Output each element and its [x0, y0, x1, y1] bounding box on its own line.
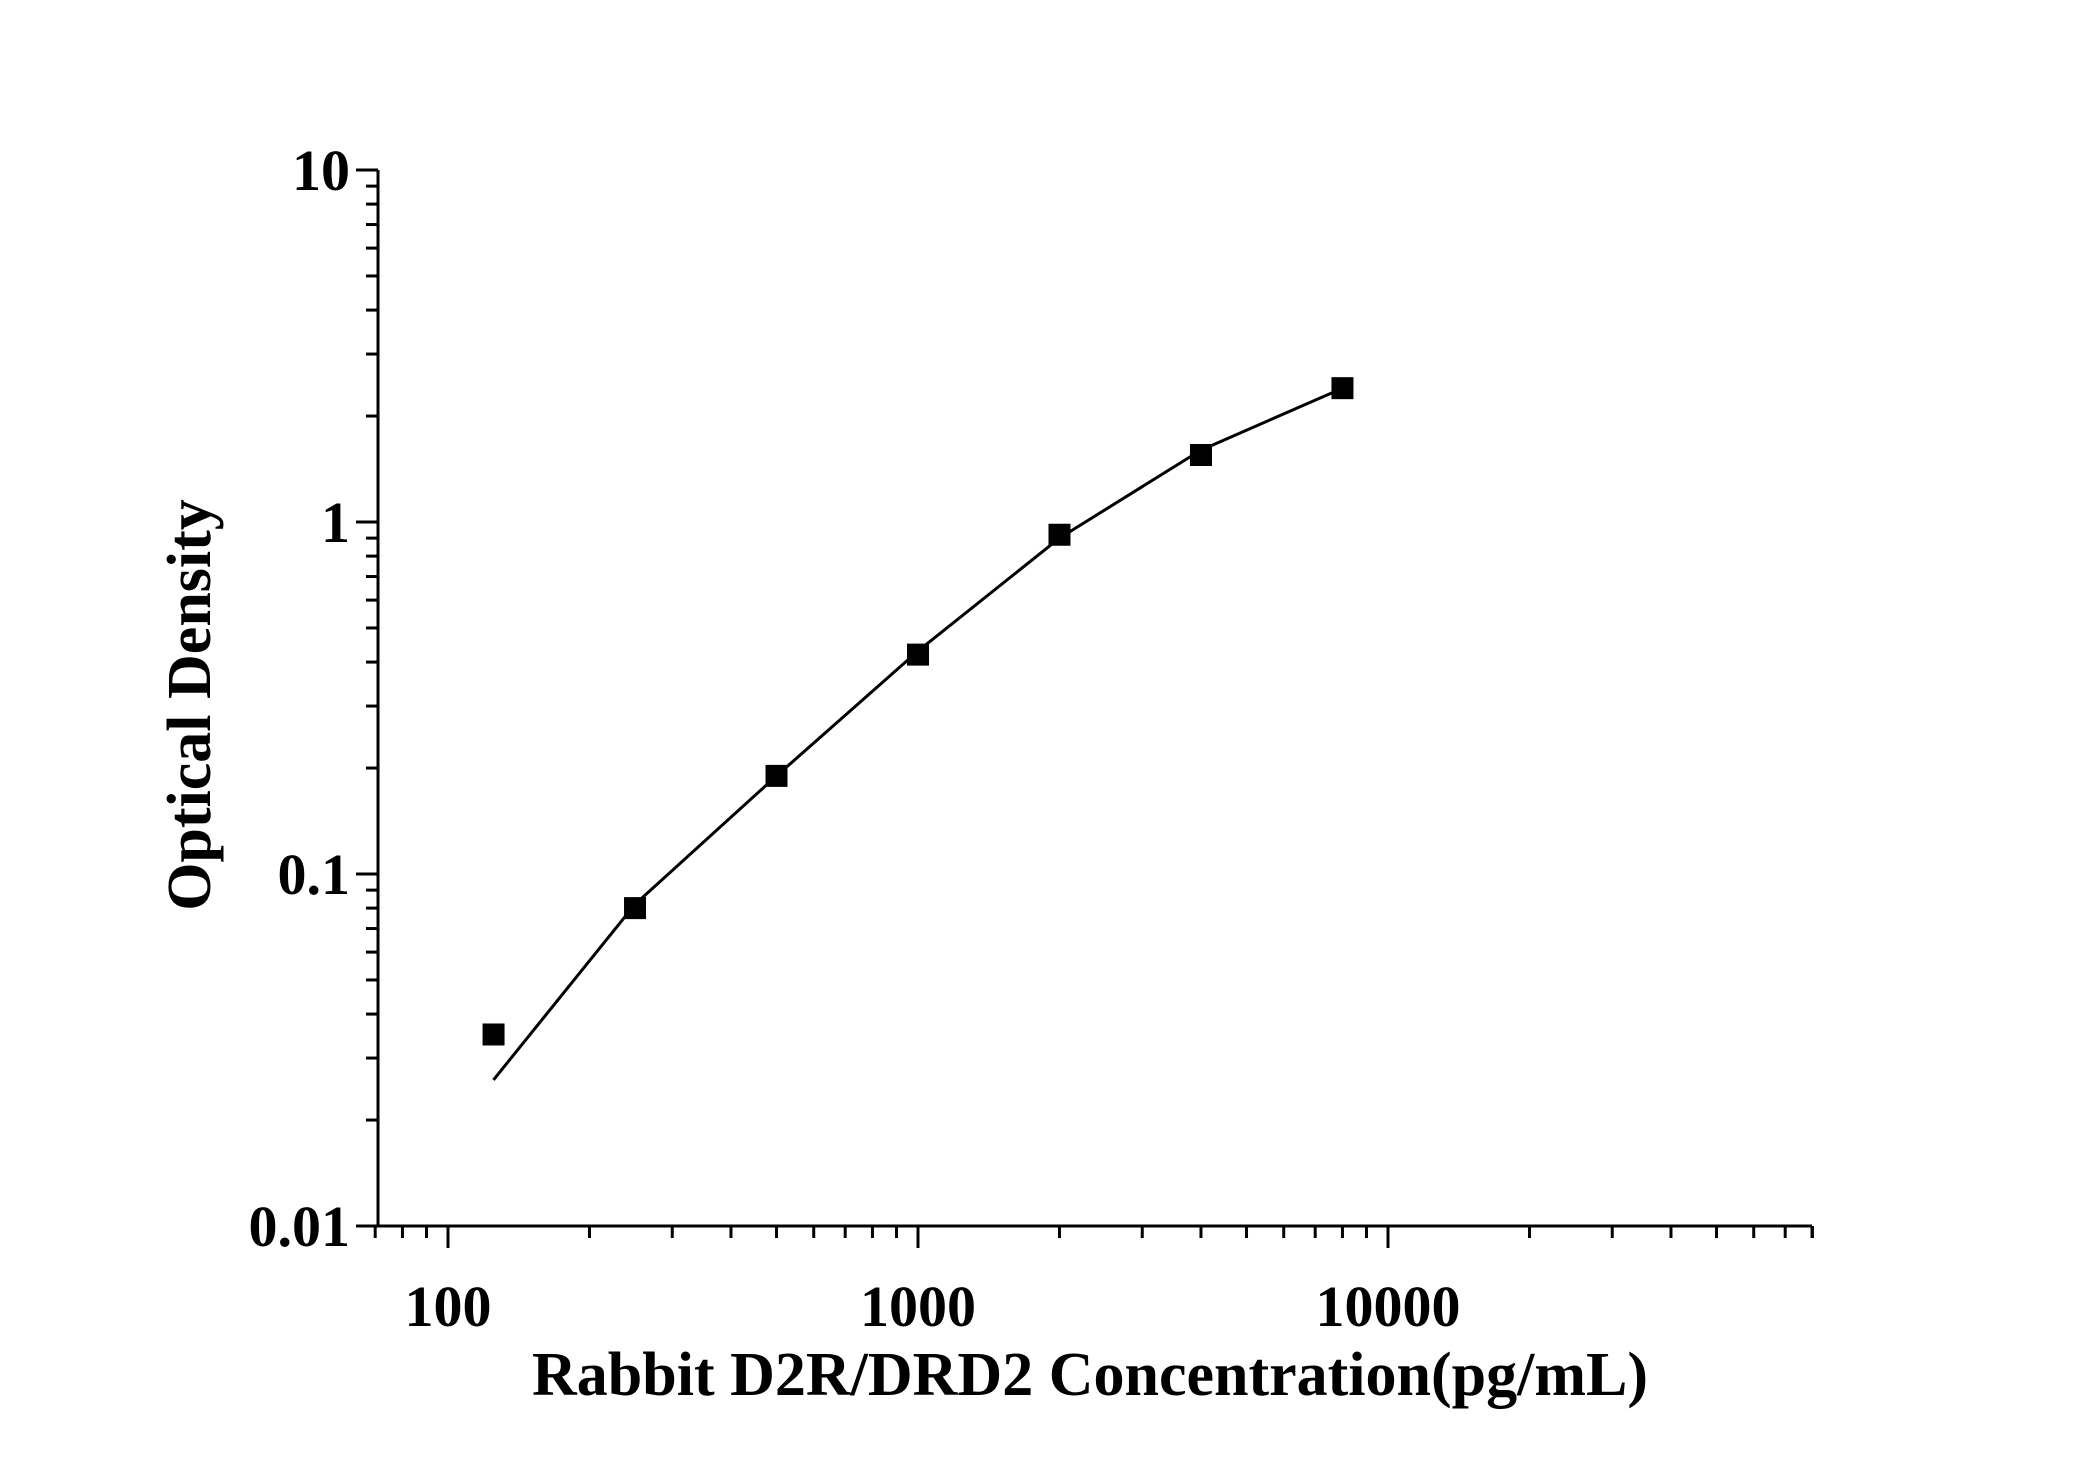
- data-point: [624, 897, 647, 920]
- x-tick-label: 10000: [1316, 1274, 1461, 1339]
- data-points-layer: [482, 377, 1354, 1046]
- y-tick-label: 0.01: [249, 1194, 351, 1259]
- y-axis-ticks: [356, 168, 378, 1228]
- data-point: [1331, 377, 1354, 400]
- y-tick-label: 10: [292, 138, 350, 203]
- x-tick-label: 100: [405, 1274, 492, 1339]
- y-tick-label: 1: [321, 490, 350, 555]
- x-axis-ticks: [373, 1226, 1814, 1248]
- x-tick-label: 1000: [860, 1274, 976, 1339]
- data-point: [482, 1023, 505, 1046]
- y-axis-tick-labels: 0.01 0.1 1 10: [249, 138, 351, 1259]
- data-point: [1048, 523, 1071, 546]
- plot-axes: [376, 170, 1812, 1228]
- data-point: [1189, 444, 1212, 467]
- y-tick-label: 0.1: [278, 842, 351, 907]
- x-axis-tick-labels: 100 1000 10000: [405, 1274, 1461, 1339]
- y-axis-title: Optical Density: [156, 499, 224, 911]
- data-point: [907, 643, 929, 666]
- x-axis-title: Rabbit D2R/DRD2 Concentration(pg/mL): [532, 1341, 1648, 1409]
- data-point: [765, 764, 788, 787]
